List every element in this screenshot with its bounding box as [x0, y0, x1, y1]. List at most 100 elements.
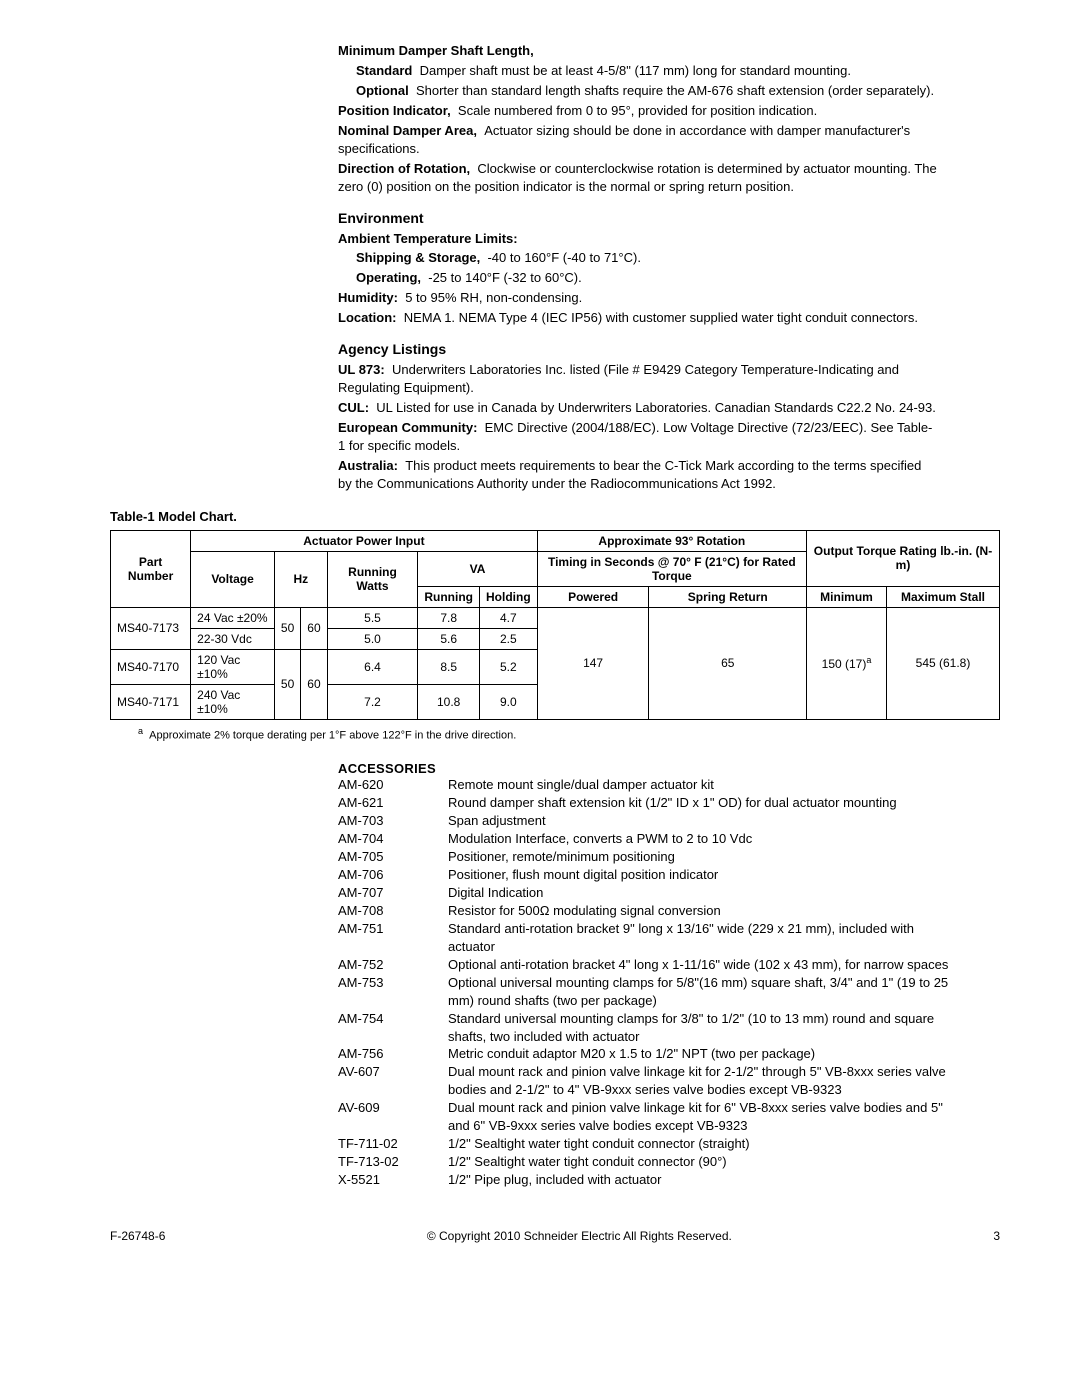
cell-holding: 9.0	[480, 684, 538, 719]
page-footer: F-26748-6 © Copyright 2010 Schneider Ele…	[110, 1229, 1000, 1243]
table-footnote: a Approximate 2% torque derating per 1°F…	[138, 726, 1000, 742]
th-va: VA	[418, 551, 537, 586]
accessory-desc: Optional universal mounting clamps for 5…	[448, 974, 958, 1010]
accessory-desc: Metric conduit adaptor M20 x 1.5 to 1/2"…	[448, 1045, 958, 1063]
accessory-row: AV-609Dual mount rack and pinion valve l…	[338, 1099, 958, 1135]
accessory-part: AM-753	[338, 974, 448, 992]
cell-running: 8.5	[418, 649, 480, 684]
accessory-part: AM-708	[338, 902, 448, 920]
accessory-part: AM-705	[338, 848, 448, 866]
accessory-part: AM-754	[338, 1010, 448, 1028]
th-min: Minimum	[807, 586, 887, 607]
accessory-desc: Remote mount single/dual damper actuator…	[448, 776, 958, 794]
operating-text: -25 to 140°F (-32 to 60°C).	[428, 270, 581, 285]
cell-spring: 65	[649, 607, 807, 719]
accessories-block: ACCESSORIES AM-620Remote mount single/du…	[338, 761, 958, 1189]
accessory-row: AM-620Remote mount single/dual damper ac…	[338, 776, 958, 794]
accessory-desc: 1/2" Sealtight water tight conduit conne…	[448, 1135, 958, 1153]
cell-voltage: 24 Vac ±20%	[191, 607, 275, 628]
footer-center: © Copyright 2010 Schneider Electric All …	[427, 1229, 732, 1243]
cell-hz-a: 50	[274, 607, 300, 649]
agency-listings-head: Agency Listings	[338, 341, 938, 357]
footnote-sup: a	[138, 726, 143, 736]
accessory-desc: Modulation Interface, converts a PWM to …	[448, 830, 958, 848]
accessories-list: AM-620Remote mount single/dual damper ac…	[338, 776, 958, 1189]
accessory-row: AM-751Standard anti-rotation bracket 9" …	[338, 920, 958, 956]
cell-running: 5.6	[418, 628, 480, 649]
accessory-desc: 1/2" Pipe plug, included with actuator	[448, 1171, 958, 1189]
accessory-part: AM-706	[338, 866, 448, 884]
cell-watts: 5.5	[327, 607, 418, 628]
accessory-part: AM-752	[338, 956, 448, 974]
accessory-desc: 1/2" Sealtight water tight conduit conne…	[448, 1153, 958, 1171]
humidity-text: 5 to 95% RH, non-condensing.	[405, 290, 582, 305]
th-part: Part Number	[111, 530, 191, 607]
location-label: Location:	[338, 310, 397, 325]
th-holding: Holding	[480, 586, 538, 607]
th-spring: Spring Return	[649, 586, 807, 607]
accessory-row: X-55211/2" Pipe plug, included with actu…	[338, 1171, 958, 1189]
th-api: Actuator Power Input	[191, 530, 538, 551]
cell-watts: 5.0	[327, 628, 418, 649]
cell-max: 545 (61.8)	[886, 607, 999, 719]
accessory-row: AM-754Standard universal mounting clamps…	[338, 1010, 958, 1046]
accessory-row: AM-752Optional anti-rotation bracket 4" …	[338, 956, 958, 974]
cell-part: MS40-7170	[111, 649, 191, 684]
cul-text: UL Listed for use in Canada by Underwrit…	[376, 400, 936, 415]
standard-text: Damper shaft must be at least 4-5/8" (11…	[420, 63, 851, 78]
th-hz: Hz	[274, 551, 327, 607]
accessory-row: AM-707Digital Indication	[338, 884, 958, 902]
accessory-desc: Dual mount rack and pinion valve linkage…	[448, 1063, 958, 1099]
th-timing: Timing in Seconds @ 70° F (21°C) for Rat…	[537, 551, 806, 586]
min-damper-shaft-head: Minimum Damper Shaft Length,	[338, 43, 534, 58]
cell-running: 10.8	[418, 684, 480, 719]
cell-voltage: 22-30 Vdc	[191, 628, 275, 649]
accessory-desc: Round damper shaft extension kit (1/2" I…	[448, 794, 958, 812]
accessory-part: AM-703	[338, 812, 448, 830]
eu-label: European Community:	[338, 420, 477, 435]
accessory-part: AM-621	[338, 794, 448, 812]
accessory-row: AV-607 Dual mount rack and pinion valve …	[338, 1063, 958, 1099]
accessory-part: AM-620	[338, 776, 448, 794]
optional-text: Shorter than standard length shafts requ…	[416, 83, 934, 98]
footer-left: F-26748-6	[110, 1229, 165, 1243]
accessory-desc: Standard universal mounting clamps for 3…	[448, 1010, 958, 1046]
accessory-row: AM-706Positioner, flush mount digital po…	[338, 866, 958, 884]
cell-watts: 6.4	[327, 649, 418, 684]
accessory-row: AM-708Resistor for 500Ω modulating signa…	[338, 902, 958, 920]
th-voltage: Voltage	[191, 551, 275, 607]
cell-hz-b: 60	[301, 649, 327, 719]
accessory-desc: Positioner, flush mount digital position…	[448, 866, 958, 884]
model-chart-table: Part Number Actuator Power Input Approxi…	[110, 530, 1000, 720]
cell-holding: 4.7	[480, 607, 538, 628]
accessory-row: AM-705Positioner, remote/minimum positio…	[338, 848, 958, 866]
optional-label: Optional	[356, 83, 409, 98]
cell-part: MS40-7171	[111, 684, 191, 719]
location-text: NEMA 1. NEMA Type 4 (IEC IP56) with cust…	[404, 310, 918, 325]
cell-min: 150 (17)a	[807, 607, 887, 719]
table-caption: Table-1 Model Chart.	[110, 509, 1000, 524]
accessory-row: AM-756Metric conduit adaptor M20 x 1.5 t…	[338, 1045, 958, 1063]
accessory-part: X-5521	[338, 1171, 448, 1189]
accessory-part: AM-756	[338, 1045, 448, 1063]
cell-watts: 7.2	[327, 684, 418, 719]
footnote-text: Approximate 2% torque derating per 1°F a…	[149, 729, 516, 741]
th-output: Output Torque Rating lb.-in. (N-m)	[807, 530, 1000, 586]
cell-running: 7.8	[418, 607, 480, 628]
accessory-part: AV-609	[338, 1099, 448, 1117]
accessory-desc: Dual mount rack and pinion valve linkage…	[448, 1099, 958, 1135]
table-row: MS40-7173 24 Vac ±20% 50 60 5.5 7.8 4.7 …	[111, 607, 1000, 628]
position-indicator-text: Scale numbered from 0 to 95°, provided f…	[458, 103, 817, 118]
environment-head: Environment	[338, 210, 938, 226]
australia-text: This product meets requirements to bear …	[338, 458, 921, 491]
accessory-desc: Resistor for 500Ω modulating signal conv…	[448, 902, 958, 920]
th-watts: Running Watts	[327, 551, 418, 607]
accessory-row: TF-713-021/2" Sealtight water tight cond…	[338, 1153, 958, 1171]
cell-voltage: 240 Vac ±10%	[191, 684, 275, 719]
cul-label: CUL:	[338, 400, 369, 415]
accessory-row: AM-621Round damper shaft extension kit (…	[338, 794, 958, 812]
footer-right: 3	[993, 1229, 1000, 1243]
th-max: Maximum Stall	[886, 586, 999, 607]
humidity-label: Humidity:	[338, 290, 398, 305]
accessory-part: TF-713-02	[338, 1153, 448, 1171]
